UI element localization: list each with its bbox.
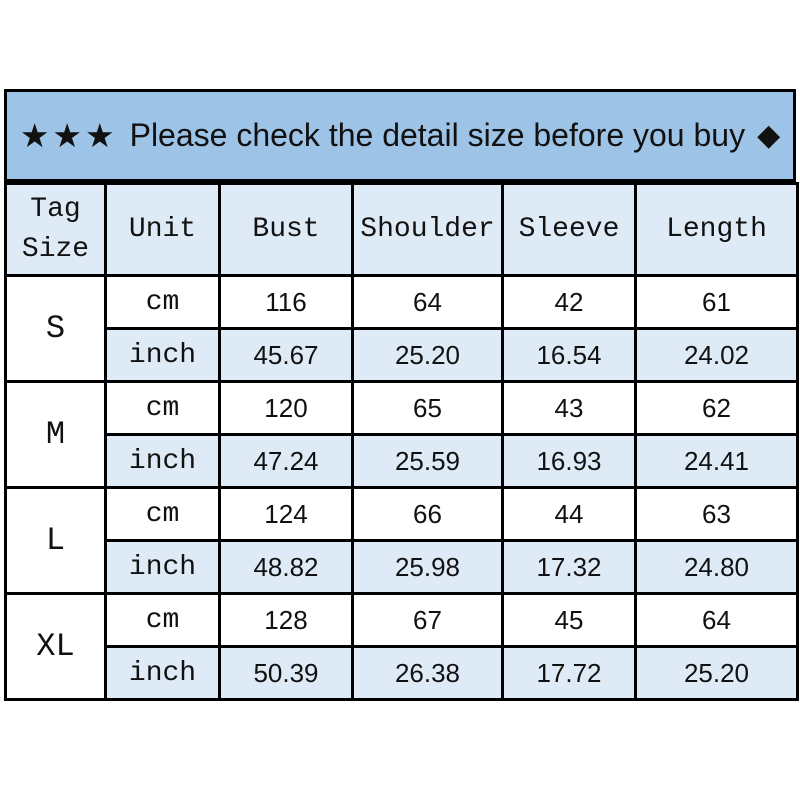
- shoulder-cm-m: 65: [351, 380, 504, 436]
- shoulder-inch-l: 25.98: [351, 539, 504, 595]
- size-label-s: S: [4, 274, 107, 383]
- banner-text: Please check the detail size before you …: [129, 117, 746, 153]
- bust-inch-xl: 50.39: [218, 645, 354, 701]
- table-row-m-inch: inch 47.24 25.59 16.93 24.41: [6, 433, 799, 489]
- length-inch-s: 24.02: [634, 327, 799, 383]
- stars-icon: ★★★: [19, 117, 118, 154]
- sleeve-inch-m: 16.93: [501, 433, 637, 489]
- length-cm-l: 63: [634, 486, 799, 542]
- table-row-s-cm: S cm 116 64 42 61: [4, 274, 799, 383]
- size-chart-graphic: ★★★ Please check the detail size before …: [4, 89, 799, 701]
- size-label-l: L: [4, 486, 107, 595]
- header-sleeve: Sleeve: [501, 182, 637, 277]
- header-unit: Unit: [104, 182, 221, 277]
- sleeve-cm-xl: 45: [501, 592, 637, 648]
- length-cm-s: 61: [634, 274, 799, 330]
- unit-cell: cm: [104, 274, 221, 330]
- shoulder-cm-l: 66: [351, 486, 504, 542]
- table-row-m-cm: M cm 120 65 43 62: [4, 380, 799, 489]
- diamond-icon: ◆: [757, 119, 781, 152]
- sleeve-cm-s: 42: [501, 274, 637, 330]
- table-row-s-inch: inch 45.67 25.20 16.54 24.02: [6, 327, 799, 383]
- bust-cm-xl: 128: [218, 592, 354, 648]
- sleeve-inch-xl: 17.72: [501, 645, 637, 701]
- unit-cell: inch: [104, 645, 221, 701]
- unit-cell: inch: [104, 433, 221, 489]
- bust-cm-s: 116: [218, 274, 354, 330]
- length-cm-xl: 64: [634, 592, 799, 648]
- shoulder-cm-s: 64: [351, 274, 504, 330]
- header-bust: Bust: [218, 182, 354, 277]
- unit-cell: cm: [104, 380, 221, 436]
- header-row: Tag Size Unit Bust Shoulder Sleeve Lengt…: [4, 182, 799, 277]
- length-inch-l: 24.80: [634, 539, 799, 595]
- shoulder-inch-s: 25.20: [351, 327, 504, 383]
- size-table: Tag Size Unit Bust Shoulder Sleeve Lengt…: [4, 182, 799, 701]
- table-row-l-inch: inch 48.82 25.98 17.32 24.80: [6, 539, 799, 595]
- table-row-xl-inch: inch 50.39 26.38 17.72 25.20: [6, 645, 799, 701]
- length-inch-m: 24.41: [634, 433, 799, 489]
- length-inch-xl: 25.20: [634, 645, 799, 701]
- unit-cell: cm: [104, 592, 221, 648]
- size-label-xl: XL: [4, 592, 107, 701]
- shoulder-inch-xl: 26.38: [351, 645, 504, 701]
- header-length: Length: [634, 182, 799, 277]
- shoulder-cm-xl: 67: [351, 592, 504, 648]
- header-tag-size: Tag Size: [4, 182, 107, 277]
- sleeve-inch-l: 17.32: [501, 539, 637, 595]
- sleeve-inch-s: 16.54: [501, 327, 637, 383]
- table-row-l-cm: L cm 124 66 44 63: [4, 486, 799, 595]
- table-row-xl-cm: XL cm 128 67 45 64: [4, 592, 799, 701]
- bust-inch-m: 47.24: [218, 433, 354, 489]
- bust-cm-l: 124: [218, 486, 354, 542]
- size-label-m: M: [4, 380, 107, 489]
- bust-cm-m: 120: [218, 380, 354, 436]
- warning-banner: ★★★ Please check the detail size before …: [4, 89, 796, 182]
- header-shoulder: Shoulder: [351, 182, 504, 277]
- bust-inch-l: 48.82: [218, 539, 354, 595]
- header-tag-line2: Size: [21, 233, 90, 265]
- unit-cell: inch: [104, 539, 221, 595]
- unit-cell: cm: [104, 486, 221, 542]
- unit-cell: inch: [104, 327, 221, 383]
- sleeve-cm-m: 43: [501, 380, 637, 436]
- length-cm-m: 62: [634, 380, 799, 436]
- sleeve-cm-l: 44: [501, 486, 637, 542]
- bust-inch-s: 45.67: [218, 327, 354, 383]
- header-tag-line1: Tag: [30, 194, 81, 226]
- shoulder-inch-m: 25.59: [351, 433, 504, 489]
